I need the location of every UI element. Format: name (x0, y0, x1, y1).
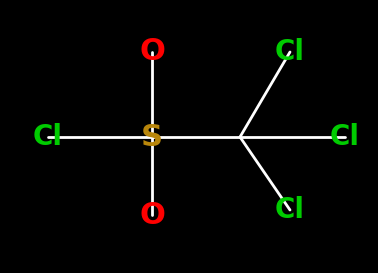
Text: Cl: Cl (275, 38, 305, 66)
Text: O: O (139, 200, 165, 230)
Text: Cl: Cl (33, 123, 63, 151)
Text: Cl: Cl (275, 196, 305, 224)
Text: Cl: Cl (330, 123, 360, 151)
Text: O: O (139, 37, 165, 67)
Text: S: S (141, 123, 163, 152)
